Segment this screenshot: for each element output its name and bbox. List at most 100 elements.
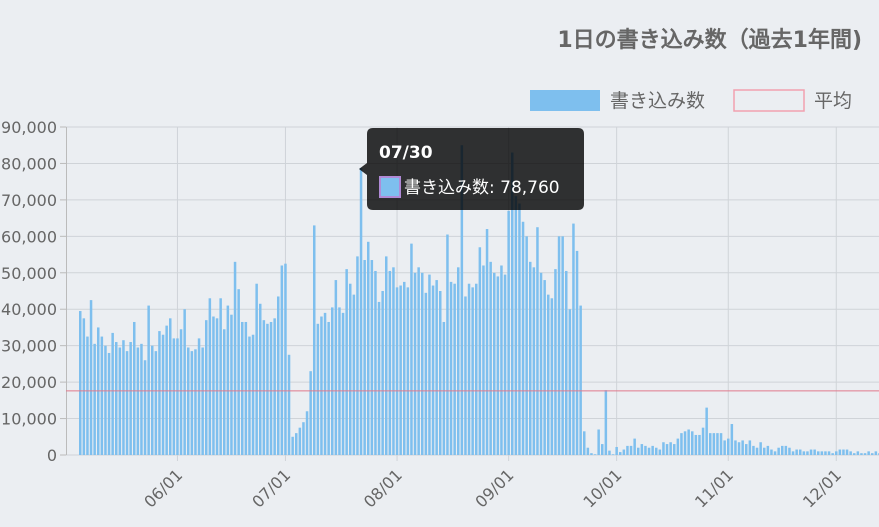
bar[interactable] (331, 307, 334, 455)
bar[interactable] (565, 270, 568, 455)
bar[interactable] (867, 451, 870, 455)
bar[interactable] (248, 336, 251, 455)
bar[interactable] (665, 444, 669, 455)
bar[interactable] (532, 267, 536, 455)
bar[interactable] (550, 298, 554, 455)
bar[interactable] (676, 438, 680, 455)
bar[interactable] (806, 451, 809, 455)
bar[interactable] (817, 451, 820, 455)
bar[interactable] (687, 429, 690, 455)
bar[interactable] (691, 431, 694, 455)
bar[interactable] (734, 440, 737, 455)
bar[interactable] (295, 433, 298, 455)
bar[interactable] (442, 321, 446, 455)
bar[interactable] (439, 291, 442, 455)
bar[interactable] (496, 276, 500, 455)
bar[interactable] (651, 445, 654, 455)
bar[interactable] (251, 334, 255, 455)
bar[interactable] (201, 347, 204, 455)
bar[interactable] (791, 451, 795, 455)
bar[interactable] (561, 236, 564, 455)
bar[interactable] (269, 321, 273, 455)
bar[interactable] (151, 345, 154, 455)
bar[interactable] (748, 440, 752, 455)
bar[interactable] (597, 429, 600, 455)
bar[interactable] (111, 332, 114, 455)
bar[interactable] (280, 265, 284, 455)
bar[interactable] (205, 320, 208, 455)
bar[interactable] (212, 316, 215, 455)
bar[interactable] (158, 331, 161, 455)
bar[interactable] (493, 272, 496, 455)
bar[interactable] (244, 321, 248, 455)
bar[interactable] (284, 263, 287, 455)
bar[interactable] (514, 196, 518, 456)
bar[interactable] (305, 411, 309, 455)
bar[interactable] (338, 307, 341, 455)
bar[interactable] (125, 351, 129, 455)
bar[interactable] (230, 314, 233, 455)
bar[interactable] (413, 272, 417, 455)
bar[interactable] (309, 371, 312, 455)
bar[interactable] (637, 447, 640, 455)
bar[interactable] (255, 283, 258, 455)
bar[interactable] (626, 445, 629, 455)
bar[interactable] (543, 280, 546, 455)
bar[interactable] (766, 445, 770, 455)
bar[interactable] (424, 292, 428, 455)
bar[interactable] (417, 267, 420, 455)
bar[interactable] (874, 451, 878, 455)
bar[interactable] (223, 329, 226, 455)
bar[interactable] (449, 281, 453, 455)
bar[interactable] (554, 269, 557, 455)
bar[interactable] (777, 447, 780, 455)
bar[interactable] (521, 221, 525, 455)
bars[interactable] (79, 145, 879, 456)
bar[interactable] (262, 320, 266, 455)
bar[interactable] (662, 442, 665, 455)
bar[interactable] (367, 241, 370, 455)
bar[interactable] (388, 270, 392, 455)
bar[interactable] (781, 445, 784, 455)
bar[interactable] (385, 256, 388, 455)
bar[interactable] (478, 247, 482, 455)
bar[interactable] (827, 451, 831, 455)
bar[interactable] (277, 296, 280, 455)
bar[interactable] (291, 436, 294, 455)
bar[interactable] (359, 167, 363, 455)
bar[interactable] (572, 223, 575, 455)
bar[interactable] (421, 272, 424, 455)
bar[interactable] (849, 451, 852, 455)
bar[interactable] (575, 250, 579, 455)
bar[interactable] (853, 453, 856, 455)
bar[interactable] (727, 438, 730, 455)
bar[interactable] (568, 309, 572, 455)
bar[interactable] (755, 447, 759, 455)
bar[interactable] (557, 236, 561, 455)
bar[interactable] (460, 145, 464, 455)
bar[interactable] (824, 451, 827, 455)
bar[interactable] (802, 451, 806, 455)
bar[interactable] (655, 447, 658, 455)
bar[interactable] (406, 287, 410, 455)
bar[interactable] (176, 338, 179, 455)
bar[interactable] (219, 298, 222, 455)
bar[interactable] (241, 321, 244, 455)
bar[interactable] (669, 442, 672, 455)
bar[interactable] (698, 434, 701, 455)
bar[interactable] (431, 285, 435, 455)
bar[interactable] (507, 210, 510, 455)
bar[interactable] (266, 323, 269, 455)
bar[interactable] (410, 243, 413, 455)
bar[interactable] (673, 444, 676, 455)
bar[interactable] (334, 280, 338, 455)
bar[interactable] (446, 234, 449, 455)
legend[interactable]: 書き込み数 平均 (530, 89, 852, 112)
bar[interactable] (363, 260, 366, 455)
bar[interactable] (370, 260, 374, 455)
bar[interactable] (784, 445, 788, 455)
bar[interactable] (615, 446, 618, 455)
bar[interactable] (860, 453, 863, 455)
bar[interactable] (640, 444, 644, 455)
bar[interactable] (773, 451, 777, 455)
